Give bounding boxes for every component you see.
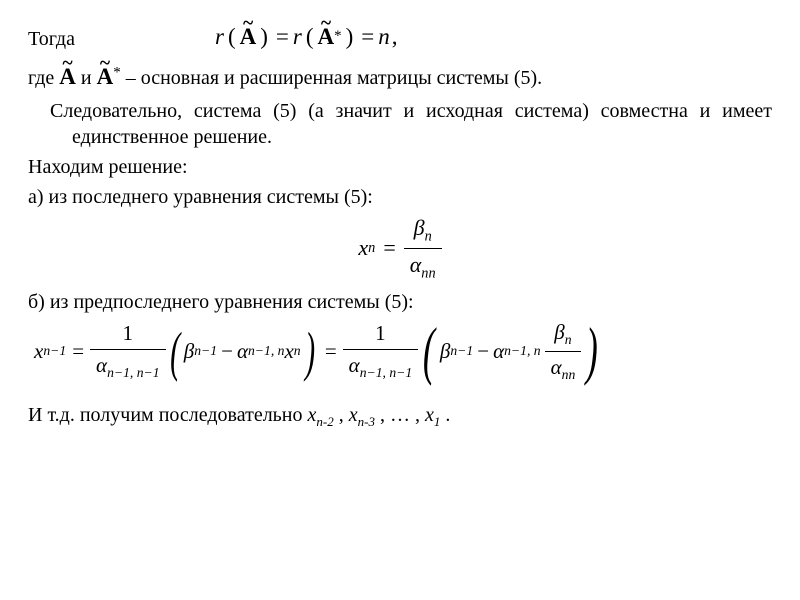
eq3-minus1: − xyxy=(217,338,237,365)
eq3-a3-sub: n−1, n−1 xyxy=(360,366,413,381)
eq3-x: x xyxy=(34,338,43,365)
line-a: а) из последнего уравнения системы (5): xyxy=(28,184,772,210)
final-x2: x xyxy=(349,404,358,426)
eq3-a4-sub: n−1, n xyxy=(504,342,541,360)
final-c1: , xyxy=(339,404,349,426)
eq2-x: x xyxy=(358,234,368,263)
tilde1: ~ xyxy=(242,11,253,36)
matrix-A2: ~ A xyxy=(318,22,335,52)
final-1: И т.д. получим последовательно xyxy=(28,404,308,426)
eq1-open1: ( xyxy=(224,22,240,52)
eq3-one2: 1 xyxy=(343,320,419,350)
line-final: И т.д. получим последовательно xn-2 , xn… xyxy=(28,402,772,431)
eq3-eq1: = xyxy=(66,338,90,365)
where-1: где xyxy=(28,67,59,89)
eq3-x2-sub: n xyxy=(294,342,301,360)
eq1-eq2: = xyxy=(357,22,378,52)
eq3-x-sub: n−1 xyxy=(43,342,66,360)
eq3-b1-sub: n−1 xyxy=(194,342,217,360)
paragraph-consequence: Следовательно, система (5) (а значит и и… xyxy=(50,98,772,150)
where-3: – основная и расширенная матрицы системы… xyxy=(126,67,542,89)
eq3-frac1: 1 αn−1, n−1 xyxy=(90,320,166,382)
eq1-n: n xyxy=(378,22,390,52)
eq3-a3: α xyxy=(349,353,360,377)
eq1-eq1: = xyxy=(272,22,293,52)
eq3-minus2: − xyxy=(473,338,493,365)
final-dots: , … , xyxy=(380,404,425,426)
lparen2: ( xyxy=(423,322,435,381)
eq1-star: * xyxy=(334,27,341,46)
line-b: б) из предпоследнего уравнения системы (… xyxy=(28,289,772,315)
eq3-a2-sub: n−1, n xyxy=(248,342,285,360)
eq3-x2: x xyxy=(284,338,293,365)
line-find: Находим решение: xyxy=(28,154,772,180)
eq3-b1: β xyxy=(184,338,194,365)
eq2-frac: βn αnn xyxy=(404,214,442,283)
eq3-b3: β xyxy=(554,320,564,344)
eq2-xn-sub: n xyxy=(368,239,375,258)
text-togda: Тогда xyxy=(28,26,75,52)
eq2-alpha-sub: nn xyxy=(421,265,435,281)
eq1-r2: r xyxy=(293,22,302,52)
matrix-A3: ~ A xyxy=(59,62,76,92)
eq3-frac3: βn αnn xyxy=(545,319,582,384)
equation-rank: r ( ~ A ) = r ( ~ A * ) = n , xyxy=(215,22,402,52)
line-where: где ~ A и ~ A * – основная и расширенная… xyxy=(28,62,772,92)
tilde4: ~ xyxy=(100,51,110,76)
star2: * xyxy=(113,64,121,80)
eq1-comma: , xyxy=(390,22,402,52)
eq1-close1: ) xyxy=(256,22,272,52)
eq3-a2: α xyxy=(237,338,248,365)
eq3-eq2: = xyxy=(319,338,343,365)
eq3-a5: α xyxy=(551,355,562,379)
final-x3: x xyxy=(425,404,434,426)
eq1-open2: ( xyxy=(302,22,318,52)
where-2: и xyxy=(81,67,97,89)
rparen1: ) xyxy=(305,327,315,376)
eq3-a4: α xyxy=(493,338,504,365)
eq3-a1-sub: n−1, n−1 xyxy=(107,366,160,381)
eq3-one1: 1 xyxy=(90,320,166,350)
final-s1: n-2 xyxy=(316,414,333,429)
eq2-beta: β xyxy=(414,215,425,240)
eq3-frac2: 1 αn−1, n−1 xyxy=(343,320,419,382)
eq1-r1: r xyxy=(215,22,224,52)
eq3-b2: β xyxy=(440,338,450,365)
final-s3: 1 xyxy=(434,414,441,429)
rparen2: ) xyxy=(586,322,598,381)
tilde2: ~ xyxy=(320,11,331,36)
final-s2: n-3 xyxy=(358,414,375,429)
lparen1: ( xyxy=(170,327,180,376)
eq2-beta-sub: n xyxy=(425,228,432,244)
eq1-close2: ) xyxy=(342,22,358,52)
line-togda: Тогда r ( ~ A ) = r ( ~ A * ) = n , xyxy=(28,22,772,52)
eq3-a1: α xyxy=(96,353,107,377)
matrix-A4: ~ A xyxy=(97,62,114,92)
matrix-A1: ~ A xyxy=(240,22,257,52)
final-dot: . xyxy=(445,404,450,426)
conseq-text: Следовательно, система (5) (а значит и и… xyxy=(72,98,772,150)
eq2-alpha: α xyxy=(410,252,422,277)
eq3-b2-sub: n−1 xyxy=(450,342,473,360)
eq2-eq: = xyxy=(375,234,403,263)
eq3-b3-sub: n xyxy=(565,332,572,347)
tilde3: ~ xyxy=(62,51,72,76)
eq3-a5-sub: nn xyxy=(562,367,576,382)
equation-xn: x n = βn αnn xyxy=(28,214,772,283)
equation-xnm1: x n−1 = 1 αn−1, n−1 ( βn−1 − αn−1, n xn … xyxy=(34,319,772,384)
